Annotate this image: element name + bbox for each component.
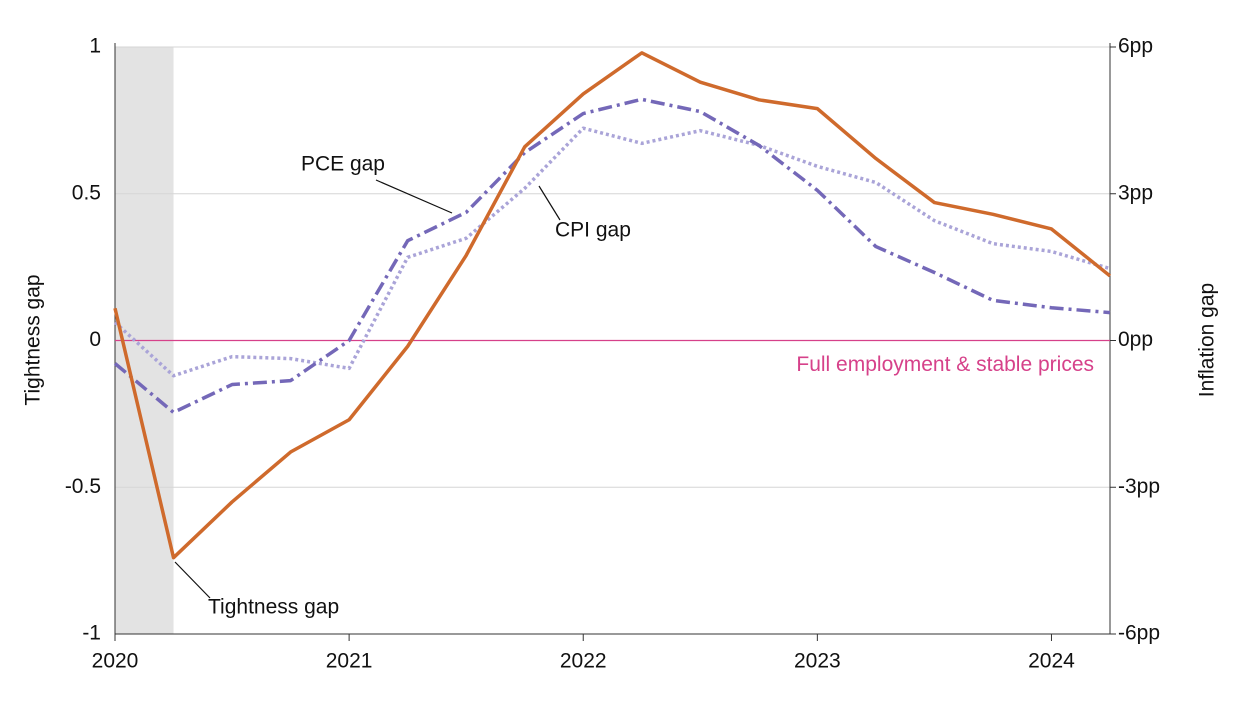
- x-tick-label: 2024: [1028, 650, 1075, 673]
- series-line: [113, 126, 1111, 378]
- y2-tick-label: 0pp: [1118, 328, 1153, 351]
- y-tick-label: 1: [89, 35, 101, 58]
- y-tick-label: 0: [89, 328, 101, 351]
- y-tick-label: -1: [82, 622, 101, 645]
- y-tick-label: 0.5: [72, 181, 101, 204]
- y2-tick-label: 3pp: [1118, 181, 1153, 204]
- y2-tick-label: -3pp: [1118, 475, 1160, 498]
- series-annotation: CPI gap: [555, 219, 631, 242]
- y2-axis-label: Inflation gap: [1196, 283, 1219, 397]
- y2-tick-label: 6pp: [1118, 35, 1153, 58]
- annotation-leader: [174, 561, 211, 599]
- series-annotation: Tightness gap: [208, 596, 339, 619]
- y-tick-label: -0.5: [65, 475, 101, 498]
- x-tick-label: 2022: [560, 650, 607, 673]
- series-annotation: PCE gap: [301, 153, 385, 176]
- series-line: [113, 51, 1112, 560]
- x-tick-label: 2021: [326, 650, 373, 673]
- y-axis-label: Tightness gap: [22, 274, 45, 405]
- y2-tick-label: -6pp: [1118, 622, 1160, 645]
- x-tick-label: 2023: [794, 650, 841, 673]
- annotation-leader: [538, 185, 561, 221]
- reference-label: Full employment & stable prices: [796, 353, 1094, 376]
- series-line: [113, 97, 1111, 415]
- annotation-leader: [375, 179, 453, 214]
- x-tick-label: 2020: [92, 650, 139, 673]
